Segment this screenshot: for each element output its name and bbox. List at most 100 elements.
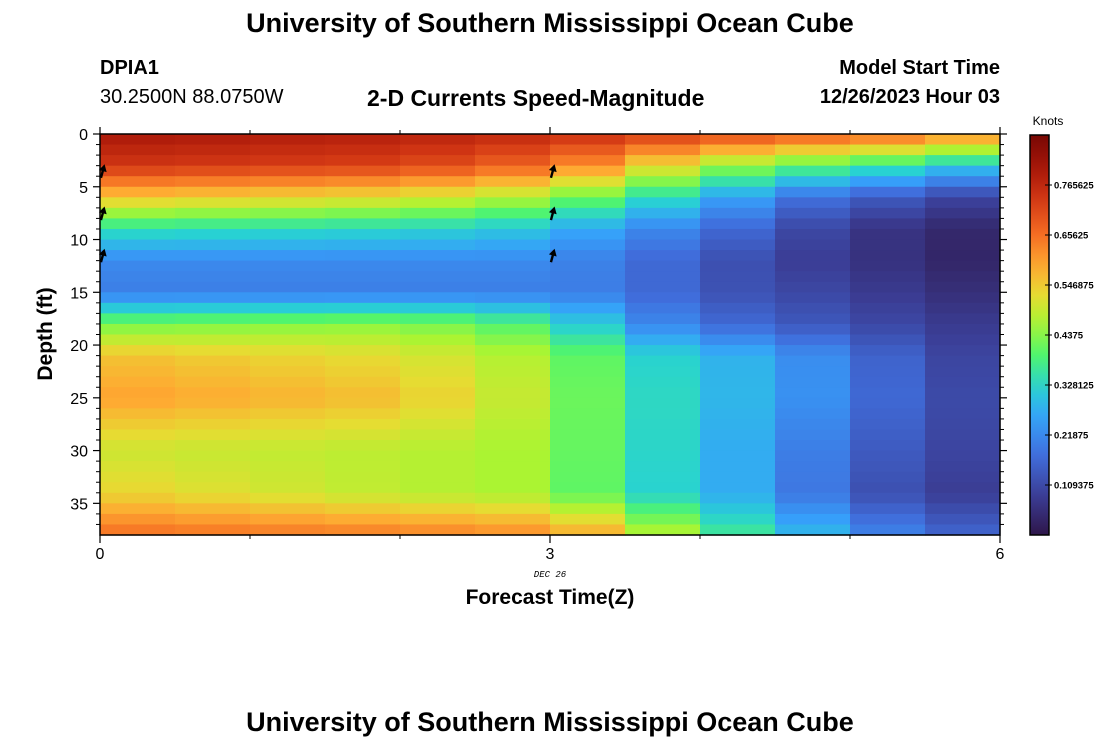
heatmap-cell — [475, 144, 551, 156]
heatmap-cell — [175, 503, 251, 515]
heatmap-cell — [325, 207, 401, 220]
heatmap-cell — [325, 176, 401, 188]
heatmap-cell — [700, 440, 776, 452]
heatmap-cell — [400, 260, 476, 272]
heatmap-cell — [775, 503, 851, 515]
heatmap-cell — [775, 228, 851, 241]
y-tick-label: 30 — [70, 444, 88, 461]
heatmap-cell — [175, 134, 251, 146]
heatmap-cell — [325, 492, 401, 504]
y-tick-label: 25 — [70, 391, 88, 408]
heatmap-cell — [700, 176, 776, 188]
model-start-label: Model Start Time — [839, 57, 1000, 79]
heatmap-cell — [700, 513, 776, 526]
heatmap-cell — [625, 144, 701, 156]
heatmap-cell — [400, 450, 476, 462]
heatmap-cell — [550, 524, 626, 536]
heatmap-cell — [775, 218, 851, 230]
heatmap-cell — [775, 450, 851, 462]
arrow-head — [548, 206, 557, 215]
heatmap-cell — [925, 144, 1001, 156]
y-tick-label: 35 — [70, 496, 88, 513]
heatmap-cell — [625, 524, 701, 536]
heatmap-cell — [700, 503, 776, 515]
heatmap-cell — [625, 165, 701, 177]
heatmap-cell — [400, 197, 476, 209]
heatmap-cell — [100, 387, 176, 399]
heatmap-cell — [475, 471, 551, 483]
heatmap-cell — [400, 302, 476, 314]
heatmap-cell — [625, 281, 701, 293]
heatmap-cell — [550, 228, 626, 241]
heatmap-cell — [100, 207, 176, 220]
current-vectors — [98, 164, 557, 263]
heatmap-cell — [550, 302, 626, 314]
heatmap-cell — [850, 165, 926, 177]
heatmap-cell — [850, 302, 926, 314]
heatmap-cell — [475, 482, 551, 494]
heatmap-cell — [325, 197, 401, 209]
heatmap-cell — [625, 376, 701, 388]
heatmap-cell — [325, 471, 401, 483]
heatmap-cell — [775, 302, 851, 314]
heatmap-cell — [550, 492, 626, 504]
current-arrow — [98, 206, 107, 221]
heatmap-cell — [700, 281, 776, 293]
heatmap-cell — [850, 471, 926, 483]
heatmap-cell — [850, 334, 926, 346]
heatmap-cell — [925, 387, 1001, 399]
heatmap-cell — [850, 450, 926, 462]
heatmap-cell — [775, 260, 851, 272]
heatmap-cell — [700, 260, 776, 272]
heatmap-cell — [625, 471, 701, 483]
heatmap-cell — [250, 397, 326, 409]
heatmap-cell — [325, 366, 401, 378]
heatmap-cell — [100, 228, 176, 241]
heatmap-cell — [475, 524, 551, 536]
heatmap-cell — [625, 440, 701, 452]
heatmap-cell — [175, 408, 251, 420]
heatmap-cell — [475, 134, 551, 146]
heatmap-cell — [475, 355, 551, 367]
heatmap-cell — [775, 524, 851, 536]
heatmap-cell — [250, 355, 326, 367]
heatmap-cell — [550, 250, 626, 262]
heatmap-cell — [325, 513, 401, 526]
heatmap-cell — [100, 302, 176, 314]
heatmap-cell — [400, 239, 476, 251]
heatmap-cell — [175, 492, 251, 504]
heatmap-cell — [550, 345, 626, 357]
heatmap-cell — [625, 302, 701, 314]
heatmap-cell — [625, 355, 701, 367]
heatmap-cell — [850, 144, 926, 156]
heatmap-cell — [925, 440, 1001, 452]
heatmap-cell — [775, 250, 851, 262]
heatmap-cell — [175, 292, 251, 304]
heatmap-cell — [850, 524, 926, 536]
arrow-head — [98, 164, 107, 173]
heatmap-cell — [925, 408, 1001, 420]
heatmap-cell — [100, 197, 176, 209]
heatmap-cell — [850, 239, 926, 251]
heatmap-cell — [475, 345, 551, 357]
y-tick-label: 15 — [70, 285, 88, 302]
x-axis-label: Forecast Time(Z) — [466, 586, 635, 609]
heatmap-cell — [925, 503, 1001, 515]
heatmap-cell — [700, 429, 776, 441]
heatmap-cell — [700, 207, 776, 220]
date-label: DEC 26 — [534, 570, 567, 580]
heatmap-cell — [475, 513, 551, 526]
y-tick-label: 5 — [79, 180, 88, 197]
heatmap-cell — [250, 197, 326, 209]
heatmap-cell — [325, 397, 401, 409]
heatmap-cell — [400, 503, 476, 515]
heatmap-cell — [175, 418, 251, 431]
heatmap-cell — [475, 155, 551, 167]
heatmap-cell — [250, 134, 326, 146]
heatmap-cell — [775, 418, 851, 431]
heatmap-cell — [550, 440, 626, 452]
colorbar-tick-label: 0.21875 — [1054, 431, 1089, 442]
heatmap-cell — [475, 260, 551, 272]
heatmap-cell — [775, 513, 851, 526]
